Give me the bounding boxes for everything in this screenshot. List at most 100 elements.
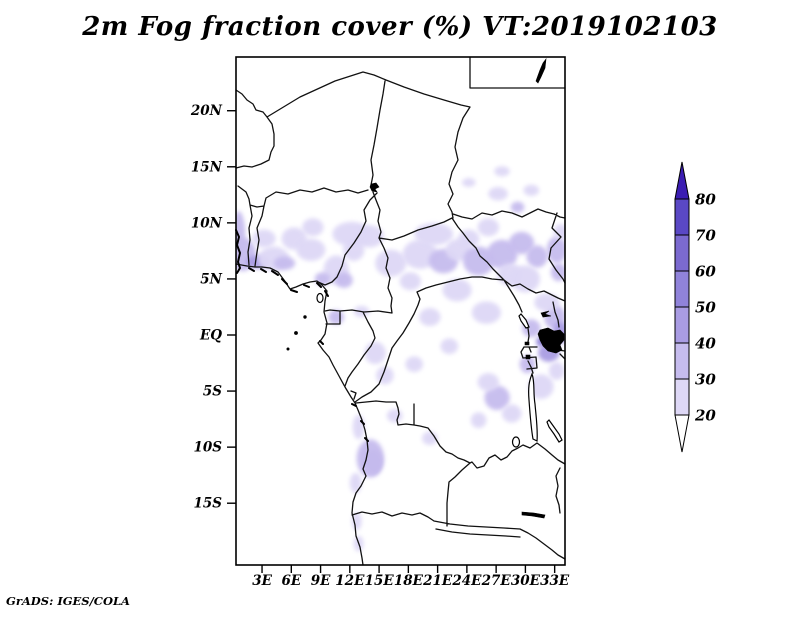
latitude-axis: 20N 15N 10N 5N EQ 5S 10S 15S [190, 103, 236, 512]
lon-tick-label: 21E [422, 573, 453, 589]
lake-chad [369, 182, 380, 193]
red-sea-coast [535, 57, 547, 84]
lat-tick-label: EQ [199, 328, 222, 344]
fog-region [273, 256, 296, 270]
lake-tanganyika [528, 372, 538, 442]
fog-region [546, 236, 565, 264]
lake-kariba [521, 511, 546, 519]
colorbar-segment [674, 306, 690, 344]
fog-region [364, 341, 386, 365]
fog-region [553, 224, 565, 240]
lon-tick-label: 6E [281, 573, 301, 589]
colorbar-segment [674, 378, 690, 416]
fog-region [386, 409, 403, 423]
lake-kivu [525, 354, 531, 360]
colorbar-label: 80 [695, 191, 716, 209]
fog-region [484, 385, 510, 411]
fog-region [477, 373, 499, 392]
fog-region [352, 414, 365, 440]
lon-tick-label: 9E [311, 573, 331, 589]
colorbar-label: 60 [695, 263, 716, 281]
plot-title: 2m Fog fraction cover (%) VT:2019102103 [82, 12, 718, 42]
fog-region [405, 356, 424, 373]
lake-albert [518, 313, 530, 329]
fog-region [302, 218, 324, 237]
colorbar-top-arrow [674, 161, 690, 200]
fog-region [528, 374, 554, 399]
fog-region [462, 178, 476, 187]
fog-region [501, 404, 522, 423]
lat-tick-label: 20N [190, 103, 223, 119]
map-frame [235, 56, 566, 566]
lon-tick-label: 30E [511, 573, 541, 589]
colorbar-label: 50 [695, 299, 716, 317]
sao-tome-island [294, 331, 298, 335]
fog-region [463, 246, 495, 276]
fog-region [548, 361, 565, 380]
fog-shading-layer [236, 166, 565, 552]
colorbar-label: 30 [695, 371, 716, 389]
fog-region [510, 265, 540, 293]
lake-kyoga [540, 310, 552, 318]
fog-region [477, 218, 499, 237]
fog-region [458, 229, 480, 248]
lat-tick-label: 5S [203, 384, 222, 400]
colorbar-label: 70 [695, 227, 716, 245]
bioko-island [316, 292, 324, 304]
coast-shading-marks [248, 267, 369, 442]
fog-region [526, 245, 548, 268]
lake-victoria [537, 327, 565, 354]
fog-region [332, 221, 372, 247]
coastline-west-africa [235, 263, 369, 566]
fog-region [508, 231, 535, 255]
longitude-axis: 3E 6E 9E 12E 15E 18E 21E 24E 27E 30E 33E [252, 565, 570, 589]
lon-tick-label: 24E [451, 573, 482, 589]
lon-tick-label: 12E [335, 573, 365, 589]
colorbar-segment [674, 198, 690, 236]
lakes-filled [235, 57, 565, 519]
grads-credit: GrADS: IGES/COLA [6, 594, 130, 608]
colorbar-bottom-arrow [674, 414, 690, 453]
principe-island [303, 315, 307, 319]
fog-region [414, 222, 454, 246]
colorbar-segment [674, 270, 690, 308]
fog-region [252, 229, 276, 248]
fog-region [351, 512, 362, 531]
fog-region [375, 249, 407, 277]
colorbar-segment [674, 342, 690, 380]
fog-region [402, 239, 438, 269]
fog-region [328, 309, 345, 325]
lon-tick-label: 27E [481, 573, 512, 589]
colorbar-label: 40 [695, 335, 716, 353]
fog-region [349, 472, 362, 494]
fog-region [488, 187, 508, 201]
fog-region [470, 412, 487, 429]
fog-region [296, 238, 326, 261]
annobon-island [286, 347, 290, 351]
fog-region [471, 301, 501, 324]
fog-region [523, 184, 540, 196]
fog-region [356, 439, 384, 478]
fog-region [335, 272, 353, 288]
lake-mweru [511, 436, 521, 448]
lat-tick-label: 10N [191, 215, 223, 231]
lon-tick-label: 18E [394, 573, 424, 589]
lake-rukwa [546, 419, 563, 443]
lake-edward [524, 341, 530, 346]
lakes-outlined [316, 292, 563, 448]
lake-volta [235, 229, 242, 274]
fog-region [442, 278, 472, 302]
lon-tick-label: 15E [365, 573, 395, 589]
colorbar-label: 20 [694, 407, 716, 425]
lat-tick-label: 15N [191, 159, 223, 175]
lat-tick-label: 15S [193, 496, 222, 512]
fog-region [534, 293, 560, 312]
country-borders [235, 56, 566, 560]
lat-tick-label: 5N [200, 271, 222, 287]
fog-region [399, 272, 421, 291]
fog-region [494, 166, 510, 177]
fog-region [419, 308, 441, 327]
fog-region [440, 338, 459, 355]
